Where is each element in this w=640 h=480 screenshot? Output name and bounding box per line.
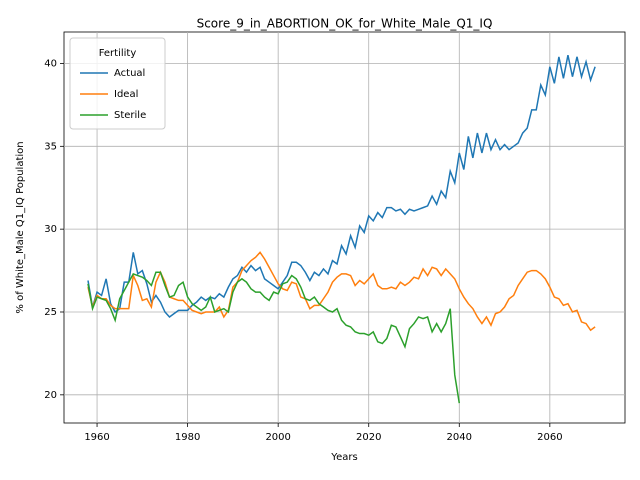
x-tick-label: 2000 bbox=[265, 432, 290, 443]
legend-label: Actual bbox=[114, 68, 145, 79]
legend-title: Fertility bbox=[99, 48, 137, 59]
data-line bbox=[87, 251, 596, 332]
y-tick-label: 40 bbox=[44, 58, 57, 69]
x-axis-label: Years bbox=[330, 452, 357, 463]
x-tick-label: 1960 bbox=[84, 432, 109, 443]
y-axis-label: % of White_Male Q1_IQ Population bbox=[15, 141, 26, 313]
data-line bbox=[87, 55, 596, 318]
x-tick-label: 2020 bbox=[356, 432, 381, 443]
x-tick-label: 2060 bbox=[537, 432, 562, 443]
x-tick-label: 2040 bbox=[447, 432, 472, 443]
legend: Fertility Actual Ideal Sterile bbox=[69, 37, 166, 130]
y-tick-label: 35 bbox=[44, 141, 57, 152]
y-tick-label: 25 bbox=[44, 307, 57, 318]
y-tick-label: 20 bbox=[44, 390, 57, 401]
legend-box bbox=[69, 37, 166, 130]
data-line bbox=[87, 271, 461, 404]
y-tick-label: 30 bbox=[44, 224, 57, 235]
legend-label: Ideal bbox=[114, 89, 138, 100]
x-tick-label: 1980 bbox=[175, 432, 200, 443]
plot-frame bbox=[63, 31, 626, 424]
legend-label: Sterile bbox=[114, 110, 146, 121]
chart-title: Score_9_in_ABORTION_OK_for_White_Male_Q1… bbox=[197, 17, 493, 31]
